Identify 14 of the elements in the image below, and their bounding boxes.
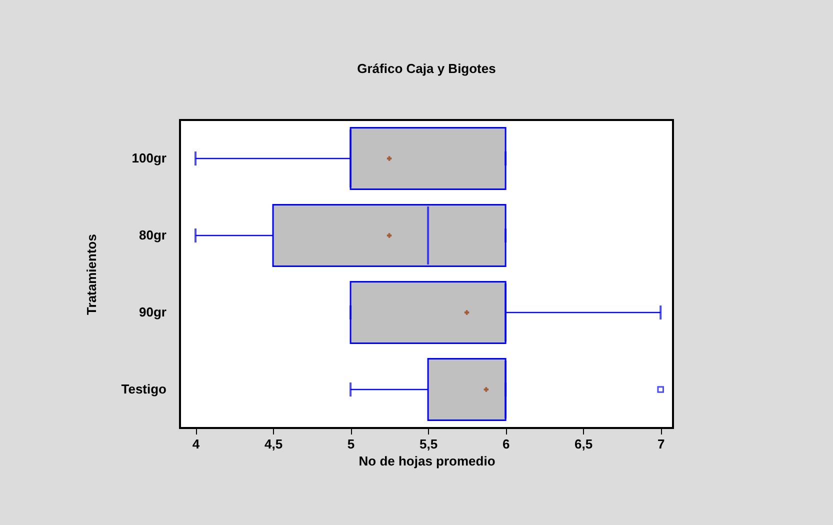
x-tick-label: 7 [657, 436, 665, 452]
y-tick-label: 80gr [139, 228, 166, 242]
y-tick-label: 100gr [132, 150, 166, 166]
x-tick-label: 5,5 [420, 436, 438, 452]
y-axis-title: Tratamientos [84, 234, 100, 315]
x-tick-label: 6 [502, 436, 510, 452]
x-tick-label: 4 [192, 436, 200, 452]
x-tick-label: 5 [347, 436, 355, 452]
chart-title: Gráfico Caja y Bigotes [357, 61, 496, 76]
x-axis-title: No de hojas promedio [358, 454, 496, 468]
x-tick-label: 6,5 [574, 436, 593, 452]
y-tick-label: 90gr [139, 304, 166, 320]
x-tick-label: 4,5 [264, 436, 283, 452]
y-tick-label: Testigo [121, 382, 167, 396]
